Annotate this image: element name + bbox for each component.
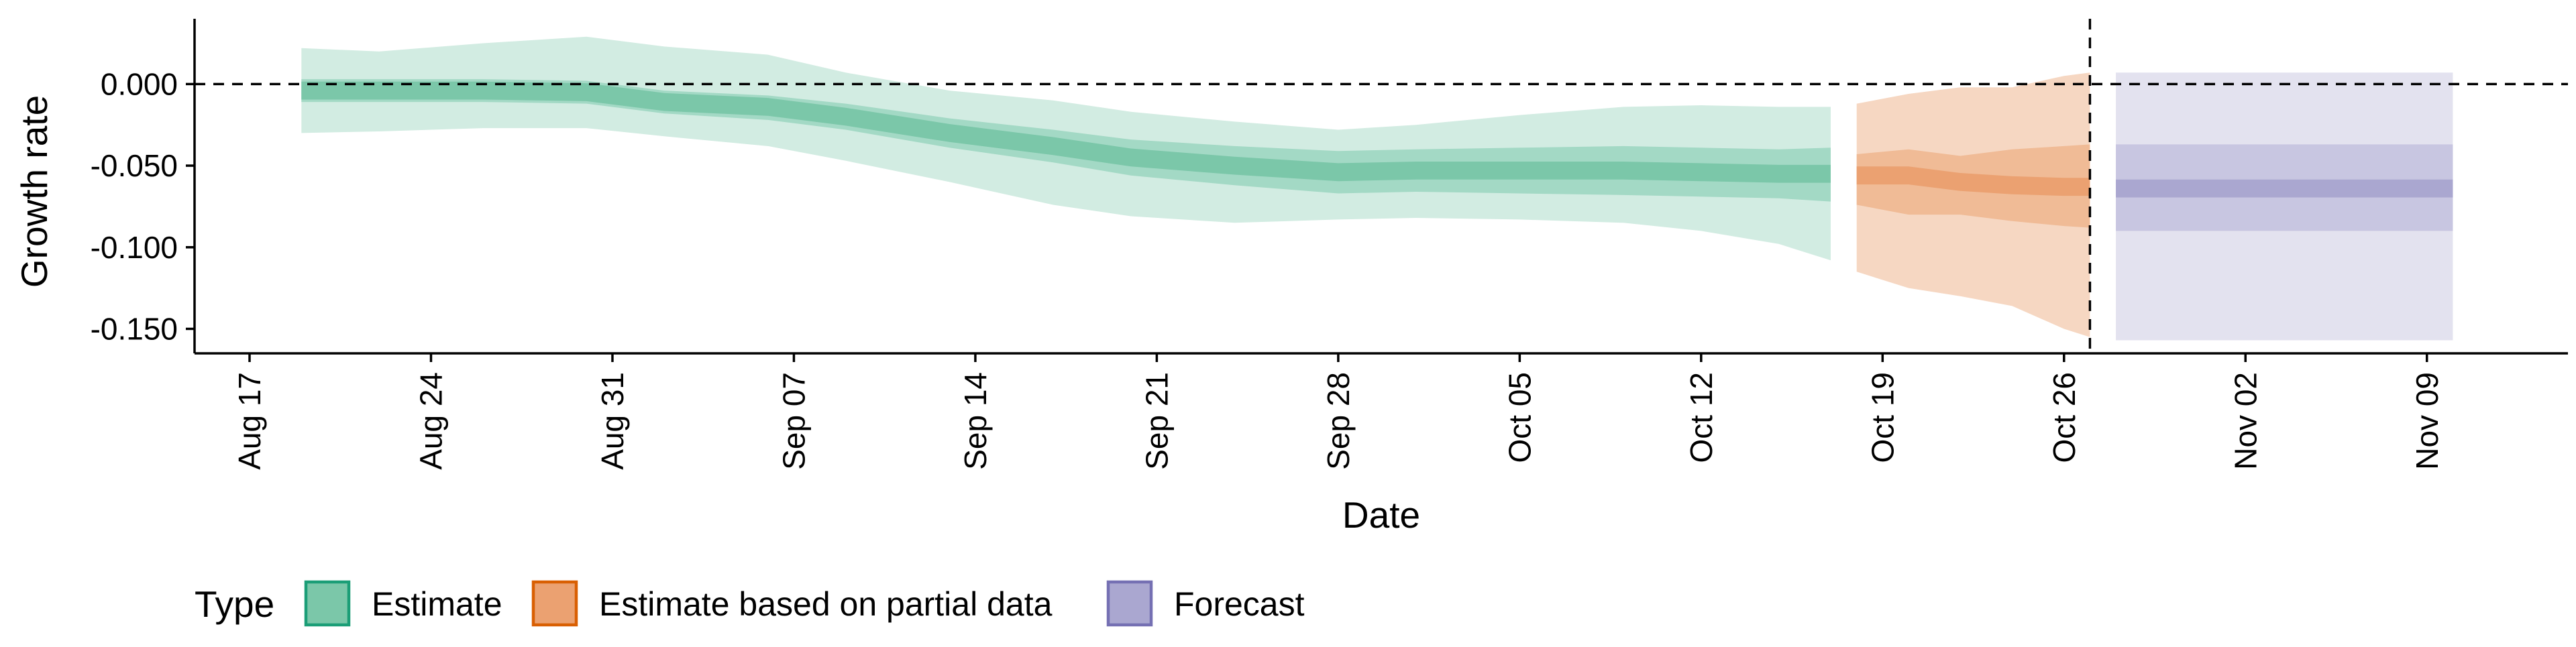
legend-title: Type bbox=[195, 583, 274, 625]
x-tick-label: Sep 28 bbox=[1321, 372, 1356, 470]
x-tick-label: Aug 24 bbox=[413, 372, 448, 470]
legend-swatch bbox=[304, 580, 351, 627]
x-tick-label: Aug 31 bbox=[595, 372, 630, 470]
series-0-median-band bbox=[301, 81, 1831, 183]
y-axis-title: Growth rate bbox=[13, 95, 55, 288]
x-tick-label: Oct 19 bbox=[1865, 372, 1900, 463]
legend-label: Estimate based on partial data bbox=[599, 585, 1053, 623]
y-tick-label: -0.050 bbox=[91, 148, 178, 183]
x-tick-label: Sep 07 bbox=[776, 372, 811, 470]
legend-label: Estimate bbox=[372, 585, 502, 623]
x-tick-label: Nov 02 bbox=[2228, 372, 2263, 470]
series-bands-layer bbox=[301, 36, 2453, 341]
x-tick-label: Nov 09 bbox=[2410, 372, 2445, 470]
legend: Type Estimate Estimate based on partial d… bbox=[195, 580, 1305, 627]
legend-swatch bbox=[531, 580, 578, 627]
x-tick-label: Sep 14 bbox=[958, 372, 993, 470]
x-axis-ticks: Aug 17 Aug 24 Aug 31 Sep 07 Sep 14 Sep 21 Sep … bbox=[232, 353, 2445, 470]
x-tick-label: Aug 17 bbox=[232, 372, 267, 470]
y-tick-label: -0.100 bbox=[91, 230, 178, 265]
series-0 bbox=[301, 36, 1831, 261]
series-2-median-band bbox=[2116, 179, 2453, 198]
y-axis-ticks: 0.000 -0.050 -0.100 -0.150 bbox=[91, 66, 195, 346]
x-tick-label: Oct 26 bbox=[2047, 372, 2082, 463]
legend-swatch bbox=[1106, 580, 1153, 627]
x-axis-title: Date bbox=[1342, 494, 1420, 536]
x-tick-label: Oct 12 bbox=[1684, 372, 1719, 463]
y-tick-label: -0.150 bbox=[91, 311, 178, 346]
series-1 bbox=[1856, 72, 2090, 337]
series-2 bbox=[2116, 72, 2453, 341]
x-tick-label: Sep 21 bbox=[1139, 372, 1174, 470]
x-tick-label: Oct 05 bbox=[1502, 372, 1537, 463]
y-tick-label: 0.000 bbox=[101, 66, 178, 101]
legend-label: Forecast bbox=[1174, 585, 1305, 623]
legend-items: Estimate Estimate based on partial data Fo… bbox=[304, 580, 1305, 627]
series-1-median-band bbox=[1856, 166, 2090, 196]
